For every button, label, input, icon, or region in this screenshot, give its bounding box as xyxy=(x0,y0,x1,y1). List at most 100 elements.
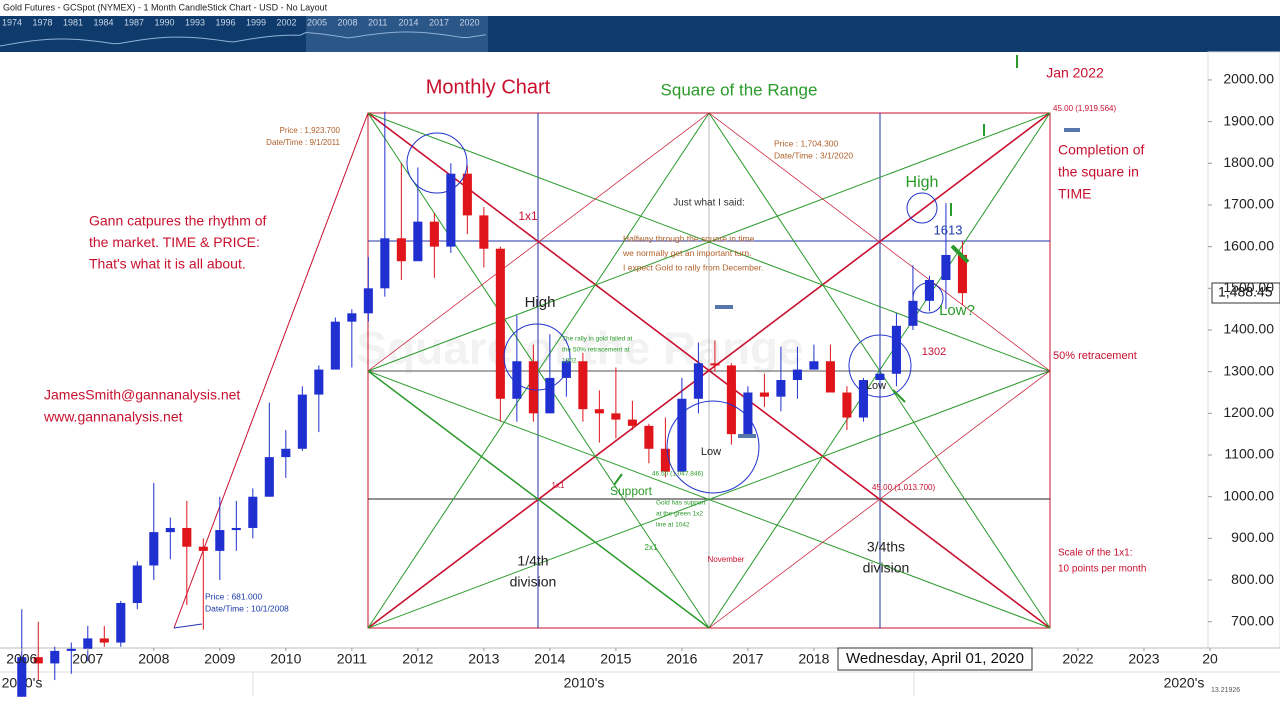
candle-body xyxy=(842,392,852,418)
y-tick-label: 1800.00 xyxy=(1223,154,1274,170)
annotation: High xyxy=(906,174,939,191)
y-tick-label: 1400.00 xyxy=(1223,321,1274,337)
annotation: Jan 2022 xyxy=(1046,65,1104,81)
x-tick-label: 2016 xyxy=(666,651,697,667)
candle-body xyxy=(660,448,670,472)
y-tick-label: 1200.00 xyxy=(1223,404,1274,420)
x-tick-label: 2009 xyxy=(204,651,235,667)
candle-body xyxy=(182,527,192,547)
y-tick-label: 1500.00 xyxy=(1223,279,1274,295)
navigator-label: 2005 xyxy=(307,17,327,27)
gann-square xyxy=(173,112,1051,629)
annotation: TIME xyxy=(1058,186,1091,202)
candle-body xyxy=(83,638,93,649)
annotation: Support xyxy=(610,484,653,498)
candle-body xyxy=(462,173,472,216)
annotation: the 50% retracement at xyxy=(562,347,630,354)
y-tick-label: 1600.00 xyxy=(1223,237,1274,253)
annotation: 1/4th xyxy=(517,553,548,569)
candle-body xyxy=(809,361,819,370)
navigator-label: 2014 xyxy=(399,17,419,27)
annotation: High xyxy=(525,294,556,311)
candle-body xyxy=(116,602,126,643)
candle-body xyxy=(561,361,571,378)
navigator-label: 1984 xyxy=(94,17,114,27)
annotation: 50% retracement xyxy=(1053,350,1137,362)
y-tick-label: 900.00 xyxy=(1231,529,1274,545)
x-tick-label: 2017 xyxy=(732,651,763,667)
x-tick-label: 20 xyxy=(1202,651,1218,667)
annotation: Scale of the 1x1: xyxy=(1058,548,1133,559)
x-tick-label: 2023 xyxy=(1128,651,1159,667)
candle-body xyxy=(396,238,406,262)
candle-body xyxy=(413,221,423,262)
candle-body xyxy=(858,380,868,418)
annotation: 1x1 xyxy=(552,481,565,490)
candle-body xyxy=(347,313,357,322)
candle-body xyxy=(99,638,109,643)
x-tick-label: 2011 xyxy=(337,651,367,667)
y-tick-label: 1100.00 xyxy=(1224,446,1274,462)
candle-body xyxy=(644,425,654,449)
annotation: Date/Time : 10/1/2008 xyxy=(205,603,289,613)
annotation: 2x1 xyxy=(645,543,658,552)
annotation: JamesSmith@gannanalysis.net xyxy=(44,387,240,403)
y-tick-label: 1300.00 xyxy=(1223,362,1274,378)
y-tick-label: 1900.00 xyxy=(1223,112,1274,128)
candle-body xyxy=(33,657,43,664)
navigator-label: 2020 xyxy=(460,17,480,27)
candle-body xyxy=(479,215,489,249)
candle-body xyxy=(231,527,241,531)
annotation: 1302 xyxy=(922,346,946,358)
crosshair-date: Wednesday, April 01, 2020 xyxy=(846,650,1024,667)
navigator-window[interactable] xyxy=(306,16,488,52)
candle-body xyxy=(743,392,753,435)
title-bar xyxy=(0,0,1280,16)
last-price-box xyxy=(1211,282,1280,304)
annotation: line at 1042 xyxy=(656,522,690,529)
candle-body xyxy=(50,650,60,664)
annotation: Price : 681.000 xyxy=(205,591,262,601)
x-tick-label: 2012 xyxy=(402,651,433,667)
x-tick-label: 2010 xyxy=(270,651,301,667)
candle-body xyxy=(924,279,934,301)
y-tick-label: 700.00 xyxy=(1231,612,1274,628)
annotation: I expect Gold to rally from December. xyxy=(623,262,763,272)
candle-body xyxy=(759,392,769,397)
candle-body xyxy=(627,419,637,426)
x-tick-label: 2006 xyxy=(6,651,37,667)
annotation: division xyxy=(510,574,557,590)
x-tick-label: 2022 xyxy=(1062,651,1093,667)
candle-body xyxy=(363,288,373,314)
navigator-label: 1978 xyxy=(33,17,53,27)
candle-body xyxy=(17,657,27,697)
annotation: Gann catpures the rhythm of xyxy=(89,213,267,229)
annotation: Low? xyxy=(939,302,975,319)
candle-body xyxy=(281,448,291,458)
candle-body xyxy=(132,565,142,603)
candle-body xyxy=(677,398,687,472)
annotation: division xyxy=(863,560,910,576)
annotation: Price : 1,923.700 xyxy=(280,126,341,135)
candle-body xyxy=(594,409,604,414)
candle-body xyxy=(380,238,390,289)
navigator-label: 2008 xyxy=(338,17,358,27)
annotation: Date/Time : 3/1/2020 xyxy=(774,150,853,160)
candle-body xyxy=(891,325,901,374)
annotation: www.gannanalysis.net xyxy=(43,409,183,425)
crosshair-date-box xyxy=(837,647,1033,671)
candle-body xyxy=(429,221,439,247)
circles xyxy=(406,132,944,494)
annotation: Date/Time : 9/1/2011 xyxy=(266,138,340,147)
navigator-label: 1974 xyxy=(2,17,22,27)
annotation: the square in xyxy=(1058,164,1139,180)
candle-body xyxy=(66,648,76,651)
candle-body xyxy=(149,532,159,566)
x-tick-label: 2014 xyxy=(534,651,565,667)
annotation: Halfway through the square in time xyxy=(623,233,755,243)
annotation: That's what it is all about. xyxy=(89,256,246,272)
candle-body xyxy=(792,369,802,381)
annotation: November xyxy=(708,555,745,564)
candle-body xyxy=(495,248,505,399)
